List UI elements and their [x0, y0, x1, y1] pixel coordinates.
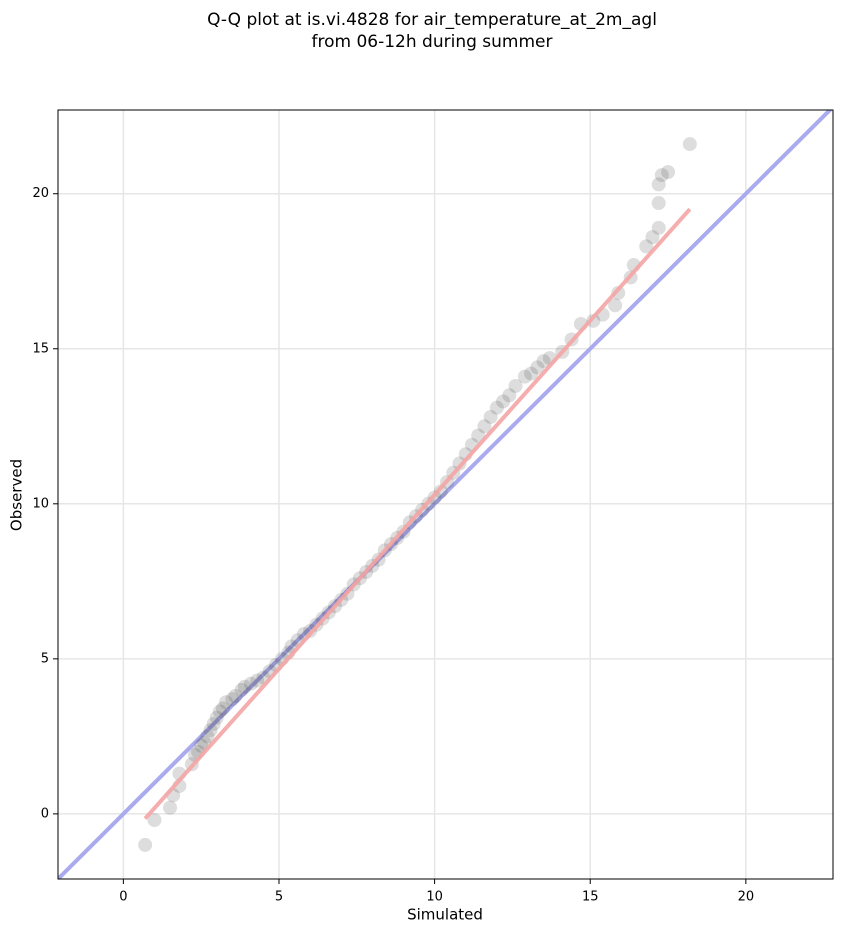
point: [483, 409, 498, 424]
point: [250, 673, 265, 688]
y-axis-label: Observed: [8, 459, 26, 531]
point: [203, 723, 218, 738]
y-tick-label: 20: [32, 186, 49, 201]
x-axis-label: Simulated: [407, 906, 483, 924]
point: [234, 682, 249, 697]
point: [661, 165, 676, 180]
point: [138, 837, 153, 852]
point: [502, 388, 517, 403]
point: [651, 177, 666, 192]
point: [524, 366, 539, 381]
y-tick-label: 0: [41, 806, 49, 821]
point: [682, 137, 697, 152]
point: [611, 285, 626, 300]
y-tick-label: 10: [32, 496, 49, 511]
fit-line: [143, 207, 692, 820]
point: [639, 239, 654, 254]
chart-title: from 06-12h during summer: [312, 32, 553, 52]
identity-line: [58, 110, 833, 879]
point: [586, 313, 601, 328]
plot-frame: [57, 109, 834, 880]
y-tick-label: 15: [32, 341, 49, 356]
point: [477, 419, 492, 434]
point: [215, 701, 230, 716]
x-tick-label: 0: [119, 890, 127, 905]
point: [608, 298, 623, 313]
x-tick-label: 10: [426, 890, 443, 905]
point: [212, 704, 227, 719]
point: [219, 695, 234, 710]
point: [200, 729, 215, 744]
point: [496, 394, 511, 409]
point: [243, 676, 258, 691]
x-tick-label: 15: [582, 890, 599, 905]
point: [508, 378, 523, 393]
point: [225, 692, 240, 707]
point: [147, 813, 162, 828]
point: [237, 679, 252, 694]
point: [489, 400, 504, 415]
point: [651, 196, 666, 211]
y-tick-label: 5: [41, 651, 49, 666]
point: [209, 710, 224, 725]
chart-title: Q-Q plot at is.vi.4828 for air_temperatu…: [207, 10, 657, 30]
point: [530, 360, 545, 375]
point: [433, 484, 448, 499]
point: [536, 354, 551, 369]
point: [163, 800, 178, 815]
point: [228, 689, 243, 704]
point: [654, 168, 669, 183]
point: [206, 716, 221, 731]
point: [651, 220, 666, 235]
plot-layer: [58, 110, 833, 879]
x-tick-label: 20: [738, 890, 755, 905]
x-tick-label: 5: [275, 890, 283, 905]
point: [517, 369, 532, 384]
point: [645, 230, 660, 245]
